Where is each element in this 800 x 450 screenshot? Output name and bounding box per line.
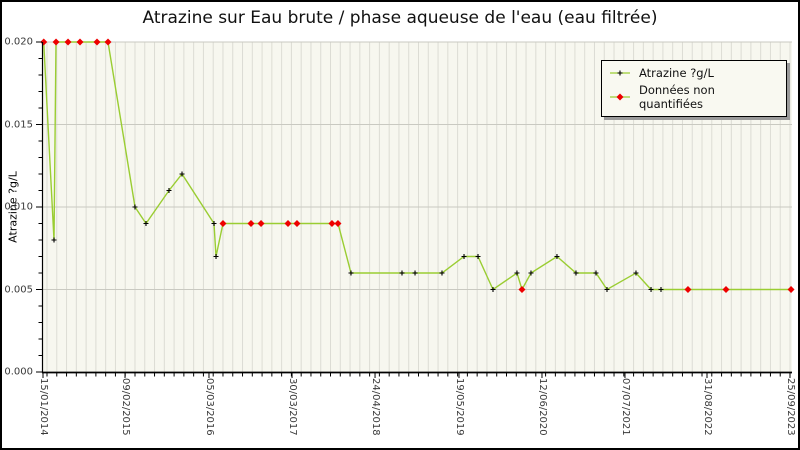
- non-quantified-point: [76, 38, 84, 46]
- data-point: [166, 188, 172, 193]
- non-quantified-point: [684, 286, 692, 293]
- data-point: [412, 270, 418, 276]
- x-tick-label: 30/03/2017: [287, 378, 299, 436]
- legend-label-non-quantifiees: Données non quantifiées: [639, 83, 715, 111]
- x-tick-label: 25/09/2023: [784, 378, 796, 436]
- data-point: [604, 287, 610, 292]
- data-point: [633, 270, 639, 276]
- y-tick-label: 0.000: [4, 366, 33, 378]
- black-plus-glyph: [610, 70, 630, 76]
- non-quantified-point: [787, 286, 795, 293]
- non-quantified-point: [219, 220, 227, 227]
- data-point: [213, 254, 219, 259]
- data-point: [51, 237, 57, 243]
- plus-marker-icon: [609, 68, 631, 78]
- non-quantified-point: [334, 220, 342, 227]
- data-point: [593, 270, 599, 276]
- non-quantified-point: [293, 220, 301, 227]
- data-point: [179, 171, 185, 177]
- legend: Atrazine ?g/L Données non quantifiées: [601, 60, 787, 117]
- y-tick-label: 0.010: [4, 201, 33, 213]
- y-tick-label: 0.020: [4, 36, 33, 48]
- non-quantified-point: [328, 220, 336, 227]
- y-tick-label: 0.005: [4, 284, 33, 295]
- data-point: [658, 287, 664, 292]
- data-point: [132, 204, 138, 210]
- x-tick-label: 05/03/2016: [203, 378, 215, 436]
- x-tick-label: 15/01/2014: [38, 378, 49, 436]
- x-tick-label: 31/08/2022: [701, 378, 713, 436]
- data-point: [528, 270, 534, 276]
- data-point: [554, 254, 560, 259]
- data-point: [475, 254, 481, 259]
- data-point: [348, 270, 354, 276]
- data-point: [461, 254, 467, 259]
- data-point: [399, 270, 405, 276]
- non-quantified-point: [518, 286, 526, 293]
- x-tick-label: 24/04/2018: [370, 378, 382, 436]
- red-diamond-glyph: [610, 93, 630, 101]
- x-tick-label: 07/07/2021: [619, 378, 631, 436]
- data-point: [573, 270, 579, 276]
- legend-item-atrazine: Atrazine ?g/L: [609, 66, 779, 80]
- non-quantified-point: [722, 286, 730, 293]
- data-point: [143, 221, 149, 226]
- chart-title: Atrazine sur Eau brute / phase aqueuse d…: [142, 8, 658, 28]
- x-tick-label: 19/05/2019: [453, 378, 465, 436]
- data-point: [490, 287, 496, 292]
- data-point: [439, 270, 445, 276]
- diamond-marker-icon: [609, 92, 631, 102]
- non-quantified-point: [64, 38, 72, 46]
- non-quantified-point: [247, 220, 255, 227]
- non-quantified-point: [104, 38, 112, 46]
- legend-label-atrazine: Atrazine ?g/L: [639, 66, 714, 80]
- data-point: [514, 270, 520, 276]
- y-tick-label: 0.015: [4, 119, 33, 130]
- legend-item-non-quantifiees: Données non quantifiées: [609, 83, 779, 111]
- non-quantified-point: [52, 38, 60, 46]
- data-point: [648, 287, 654, 292]
- non-quantified-point: [93, 38, 101, 46]
- x-tick-label: 12/06/2020: [536, 378, 548, 436]
- series-line: [43, 41, 791, 292]
- data-point: [211, 221, 217, 226]
- x-tick-label: 09/02/2015: [120, 378, 131, 436]
- non-quantified-point: [284, 220, 292, 227]
- non-quantified-point: [257, 220, 265, 227]
